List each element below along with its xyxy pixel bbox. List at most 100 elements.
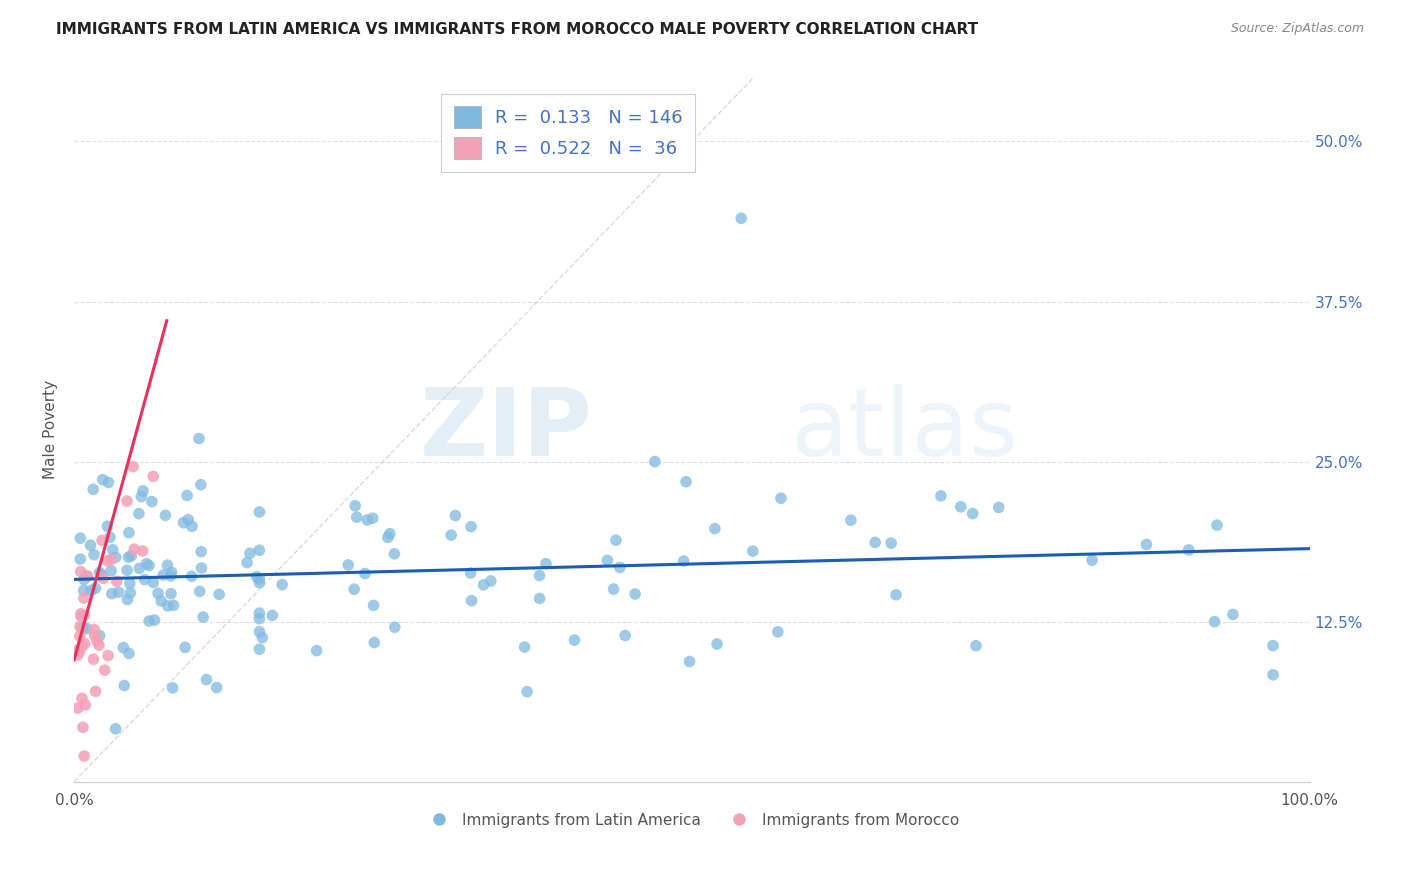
Point xyxy=(247,505,270,519)
Point xyxy=(361,511,384,525)
Point xyxy=(247,612,270,626)
Point xyxy=(73,636,96,650)
Point xyxy=(208,587,231,601)
Point xyxy=(460,593,482,607)
Point xyxy=(84,582,107,596)
Point xyxy=(1206,518,1229,533)
Point xyxy=(236,556,259,570)
Point xyxy=(181,519,204,533)
Point xyxy=(177,513,200,527)
Point xyxy=(104,550,127,565)
Point xyxy=(104,722,127,736)
Point xyxy=(86,633,108,648)
Point xyxy=(75,698,97,712)
Point xyxy=(706,637,728,651)
Text: IMMIGRANTS FROM LATIN AMERICA VS IMMIGRANTS FROM MOROCCO MALE POVERTY CORRELATIO: IMMIGRANTS FROM LATIN AMERICA VS IMMIGRA… xyxy=(56,22,979,37)
Point xyxy=(142,469,165,483)
Point xyxy=(138,614,160,628)
Point xyxy=(70,609,93,624)
Point xyxy=(90,567,112,582)
Point xyxy=(195,673,218,687)
Point xyxy=(247,624,270,639)
Point xyxy=(337,558,360,572)
Point xyxy=(69,531,91,545)
Point xyxy=(72,720,94,734)
Point xyxy=(132,483,155,498)
Point xyxy=(97,475,120,490)
Point xyxy=(1135,537,1157,551)
Point xyxy=(91,473,114,487)
Point xyxy=(176,488,198,502)
Text: ZIP: ZIP xyxy=(420,384,593,475)
Point xyxy=(105,574,128,589)
Point xyxy=(96,554,118,568)
Point xyxy=(72,583,94,598)
Text: atlas: atlas xyxy=(790,384,1019,475)
Point xyxy=(356,513,378,527)
Point xyxy=(76,569,98,583)
Point xyxy=(644,454,666,468)
Point xyxy=(146,586,169,600)
Point xyxy=(1222,607,1244,622)
Point xyxy=(1177,543,1199,558)
Point xyxy=(162,599,184,613)
Point xyxy=(134,573,156,587)
Point xyxy=(93,571,115,585)
Point xyxy=(73,608,96,623)
Point xyxy=(73,591,96,605)
Point xyxy=(460,519,482,533)
Point xyxy=(101,587,124,601)
Point xyxy=(987,500,1010,515)
Y-axis label: Male Poverty: Male Poverty xyxy=(44,380,58,479)
Point xyxy=(152,568,174,582)
Point xyxy=(205,681,228,695)
Point xyxy=(884,588,907,602)
Point xyxy=(839,513,862,527)
Point xyxy=(128,507,150,521)
Point xyxy=(117,550,139,565)
Point xyxy=(472,578,495,592)
Point xyxy=(122,459,145,474)
Point xyxy=(880,536,903,550)
Point xyxy=(596,553,619,567)
Point xyxy=(112,679,135,693)
Point xyxy=(155,508,177,523)
Point xyxy=(87,638,110,652)
Point xyxy=(730,211,752,226)
Point xyxy=(247,575,270,590)
Point xyxy=(516,684,538,698)
Text: Source: ZipAtlas.com: Source: ZipAtlas.com xyxy=(1230,22,1364,36)
Point xyxy=(73,749,96,764)
Point xyxy=(120,549,142,563)
Point xyxy=(602,582,624,596)
Point xyxy=(513,640,536,654)
Point xyxy=(363,599,385,613)
Point xyxy=(120,586,142,600)
Point xyxy=(160,566,183,580)
Point xyxy=(247,572,270,586)
Point xyxy=(614,628,637,642)
Point xyxy=(80,583,103,598)
Point xyxy=(191,610,214,624)
Point xyxy=(122,542,145,557)
Point xyxy=(118,576,141,591)
Point xyxy=(67,644,90,658)
Point xyxy=(131,544,153,558)
Point xyxy=(96,519,118,533)
Point xyxy=(190,561,212,575)
Legend: Immigrants from Latin America, Immigrants from Morocco: Immigrants from Latin America, Immigrant… xyxy=(418,806,966,834)
Point xyxy=(377,531,399,545)
Point xyxy=(444,508,467,523)
Point xyxy=(82,483,104,497)
Point xyxy=(83,548,105,562)
Point xyxy=(118,646,141,660)
Point xyxy=(965,639,987,653)
Point xyxy=(460,566,482,580)
Point xyxy=(135,557,157,571)
Point xyxy=(863,535,886,549)
Point xyxy=(769,491,792,506)
Point xyxy=(343,582,366,597)
Point xyxy=(479,574,502,588)
Point xyxy=(271,577,294,591)
Point xyxy=(174,640,197,655)
